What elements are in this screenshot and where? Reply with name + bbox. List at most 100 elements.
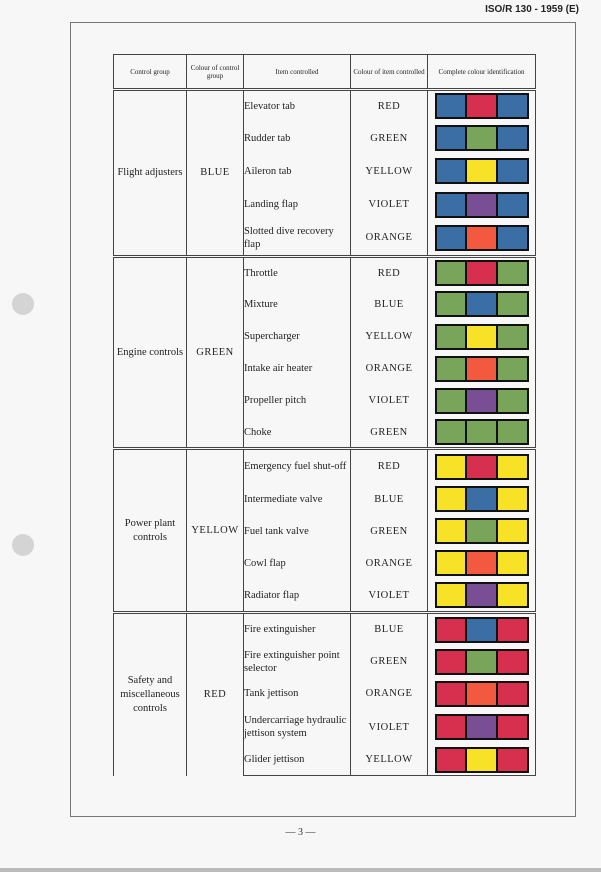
colour-swatch	[434, 714, 529, 741]
colour-identification-cell	[427, 611, 536, 646]
item-colour: GREEN	[350, 121, 428, 155]
item-colour: RED	[350, 447, 428, 484]
item-colour-band	[465, 226, 496, 249]
group-colour-band	[495, 682, 527, 705]
group-colour-band	[436, 357, 466, 380]
group-colour-band	[436, 262, 466, 285]
table-row: Glider jettison YELLOW	[114, 744, 536, 777]
group-colour-band	[495, 193, 527, 216]
group-colour-band	[495, 160, 527, 183]
item-colour: GREEN	[350, 515, 428, 548]
item-colour-band	[465, 160, 496, 183]
item-colour-band	[465, 520, 496, 543]
colour-identification-cell	[427, 187, 536, 222]
table-row: Propeller pitch VIOLET	[114, 384, 536, 417]
colour-identification-cell	[427, 288, 536, 321]
colour-swatch	[434, 550, 529, 577]
item-colour-band	[465, 748, 496, 771]
item-controlled: Landing flap	[243, 187, 351, 222]
colour-identification-cell	[427, 677, 536, 710]
colour-swatch	[434, 680, 529, 707]
page-number: — 3 —	[285, 827, 316, 838]
item-colour-band	[465, 127, 496, 150]
header-complete-identification: Complete colour identification	[427, 54, 536, 90]
group-colour-band	[436, 127, 466, 150]
item-controlled: Slotted dive recovery flap	[243, 221, 351, 257]
colour-swatch	[434, 453, 529, 480]
control-group-colour: YELLOW	[186, 447, 244, 613]
item-colour: GREEN	[350, 645, 428, 678]
group-colour-band	[495, 127, 527, 150]
group-colour-band	[495, 357, 527, 380]
item-colour: VIOLET	[350, 187, 428, 222]
colour-swatch	[434, 291, 529, 318]
group-colour-band	[495, 226, 527, 249]
item-controlled: Mixture	[243, 288, 351, 321]
group-colour-band	[495, 95, 527, 118]
item-colour-band	[465, 193, 496, 216]
item-controlled: Radiator flap	[243, 579, 351, 613]
group-colour-band	[436, 552, 466, 575]
punch-hole	[12, 293, 34, 315]
colour-identification-cell	[427, 515, 536, 548]
item-colour-band	[465, 325, 496, 348]
table-row: Intake air heater ORANGE	[114, 352, 536, 385]
group-colour-band	[495, 488, 527, 511]
item-colour-band	[465, 455, 496, 478]
item-colour-band	[465, 262, 496, 285]
item-controlled: Elevator tab	[243, 87, 351, 122]
item-controlled: Cowl flap	[243, 547, 351, 580]
group-colour-band	[495, 584, 527, 607]
colour-identification-cell	[427, 547, 536, 580]
item-controlled: Intermediate valve	[243, 483, 351, 516]
colour-swatch	[434, 518, 529, 545]
item-controlled: Aileron tab	[243, 154, 351, 188]
colour-identification-cell	[427, 154, 536, 188]
control-group-name: Safety and miscellaneous controls	[113, 611, 187, 776]
colour-swatch	[434, 158, 529, 185]
group-colour-band	[495, 262, 527, 285]
item-colour-band	[465, 716, 496, 739]
table-row: Radiator flap VIOLET	[114, 579, 536, 613]
table-row: Undercarriage hydraulic jettison system V…	[114, 710, 536, 745]
group-colour-band	[436, 584, 466, 607]
item-colour: GREEN	[350, 416, 428, 449]
table-row: Power plant controls YELLOW Emergency fuel…	[113, 447, 536, 613]
punch-hole	[12, 534, 34, 556]
item-controlled: Supercharger	[243, 320, 351, 353]
item-colour-band	[465, 421, 496, 444]
item-controlled: Fire extinguisher	[243, 611, 351, 646]
colour-identification-cell	[427, 447, 536, 484]
table-row: Engine controls GREEN Throttle RED	[113, 254, 536, 449]
item-colour-band	[465, 682, 496, 705]
group-colour-band	[495, 421, 527, 444]
group-colour-band	[436, 650, 466, 673]
item-controlled: Emergency fuel shut-off	[243, 447, 351, 484]
colour-swatch	[434, 648, 529, 675]
colour-swatch	[434, 93, 529, 120]
colour-identification-cell	[427, 384, 536, 417]
header-item-controlled: Item controlled	[243, 54, 351, 90]
item-colour: ORANGE	[350, 221, 428, 257]
header-colour-of-item: Colour of item controlled	[350, 54, 428, 90]
item-controlled: Glider jettison	[243, 744, 351, 777]
table-row: Tank jettison ORANGE	[114, 677, 536, 710]
item-controlled: Fuel tank valve	[243, 515, 351, 548]
colour-swatch	[434, 224, 529, 251]
item-controlled: Propeller pitch	[243, 384, 351, 417]
table-row: Fire extinguisher point selector GREEN	[114, 645, 536, 678]
item-colour-band	[465, 95, 496, 118]
item-colour: RED	[350, 254, 428, 289]
item-colour: RED	[350, 87, 428, 122]
colour-swatch	[434, 355, 529, 382]
colour-swatch	[434, 260, 529, 287]
control-group-name: Engine controls	[113, 254, 187, 449]
group-colour-band	[436, 389, 466, 412]
item-colour: ORANGE	[350, 547, 428, 580]
group-colour-band	[436, 748, 466, 771]
table-row: Supercharger YELLOW	[114, 320, 536, 353]
colour-swatch	[434, 419, 529, 446]
table-row: Choke GREEN	[114, 416, 536, 449]
item-controlled: Throttle	[243, 254, 351, 289]
table-row: Rudder tab GREEN	[114, 121, 536, 155]
